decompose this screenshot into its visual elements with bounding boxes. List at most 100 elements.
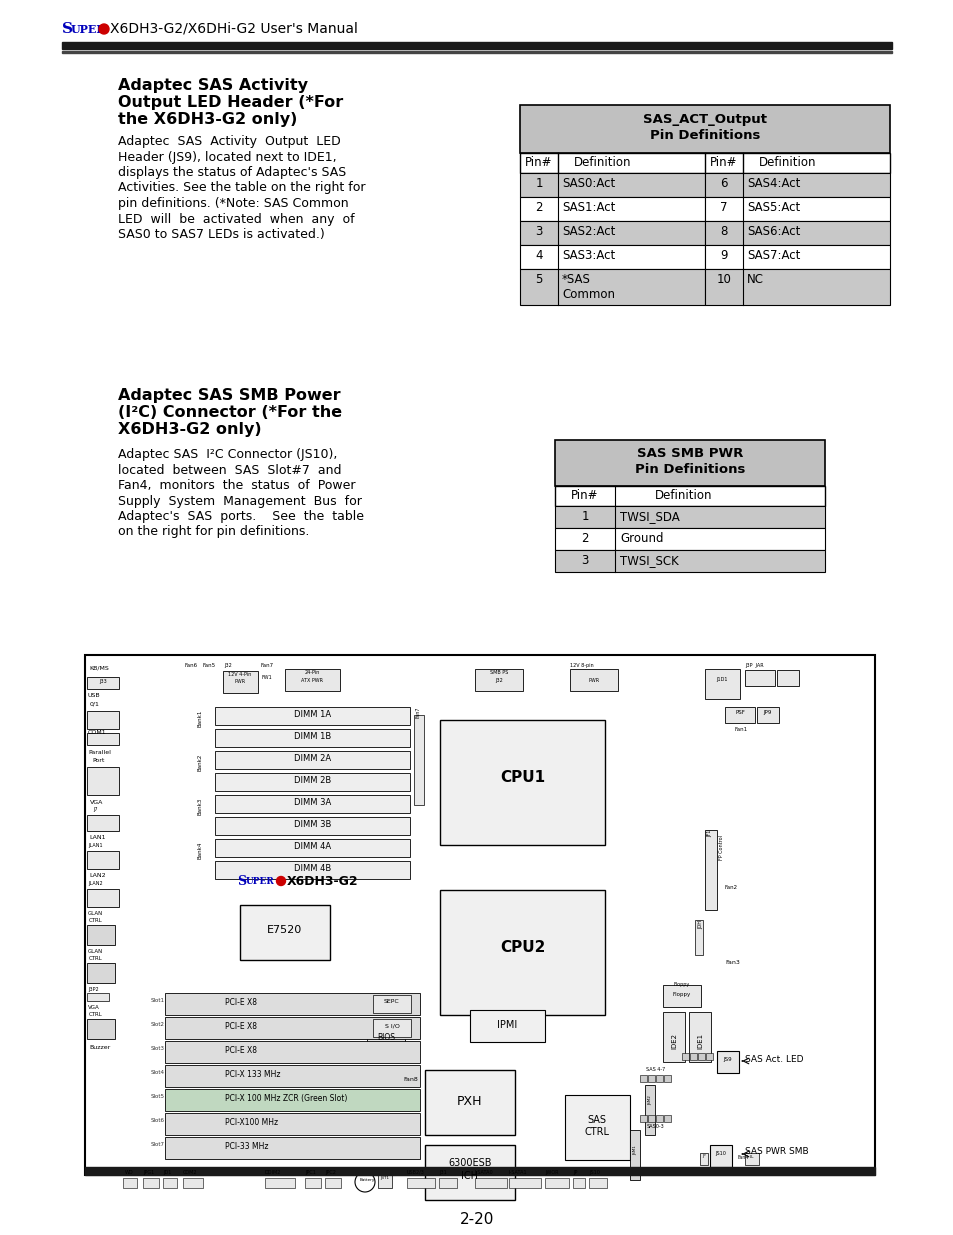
Text: SEPC: SEPC: [384, 999, 399, 1004]
Text: GLAN: GLAN: [88, 911, 103, 916]
Text: Adaptec's  SAS  ports.    See  the  table: Adaptec's SAS ports. See the table: [118, 510, 364, 522]
Text: Adaptec SAS Activity: Adaptec SAS Activity: [118, 78, 308, 93]
Text: Header (JS9), located next to IDE1,: Header (JS9), located next to IDE1,: [118, 151, 336, 163]
Bar: [165, 993, 419, 1015]
Text: 6300ESB: 6300ESB: [448, 1158, 491, 1168]
Text: SAS3:Act: SAS3:Act: [561, 249, 615, 262]
Text: 0/1: 0/1: [90, 701, 100, 706]
Text: I-SATA1: I-SATA1: [509, 1170, 527, 1174]
Text: 2: 2: [580, 532, 588, 545]
Text: JPC1: JPC1: [305, 1170, 315, 1174]
Bar: [644, 1086, 655, 1135]
Text: JLAN2: JLAN2: [88, 881, 103, 885]
Text: X6DH3-G2: X6DH3-G2: [287, 876, 358, 888]
Bar: [414, 715, 423, 805]
Bar: [87, 889, 119, 906]
Bar: [647, 1074, 655, 1082]
Text: J32: J32: [495, 678, 502, 683]
Text: IDE1: IDE1: [697, 1032, 702, 1049]
Text: located  between  SAS  Slot#7  and: located between SAS Slot#7 and: [118, 463, 341, 477]
Text: Floppy: Floppy: [673, 982, 689, 987]
Text: S: S: [62, 22, 73, 36]
Text: FW1: FW1: [262, 676, 273, 680]
Bar: [700, 1153, 707, 1165]
Text: JSM1: JSM1: [633, 1145, 637, 1155]
Text: SAS Act. LED: SAS Act. LED: [744, 1055, 802, 1065]
Text: IPMI: IPMI: [497, 1020, 517, 1030]
Text: CPU1: CPU1: [499, 769, 544, 785]
Text: JD1: JD1: [163, 1170, 172, 1174]
Text: DIMM 1B: DIMM 1B: [294, 732, 331, 741]
Text: 7: 7: [720, 201, 727, 214]
Bar: [87, 963, 115, 983]
Text: Slot7: Slot7: [151, 1142, 165, 1147]
Text: Slot1: Slot1: [151, 998, 165, 1003]
Bar: [656, 1115, 662, 1123]
Bar: [663, 1074, 670, 1082]
Bar: [265, 1178, 294, 1188]
Text: ATX PWR: ATX PWR: [301, 678, 323, 683]
Text: PCI-E X8: PCI-E X8: [225, 1023, 256, 1031]
Bar: [87, 767, 119, 795]
Text: Definition: Definition: [759, 156, 816, 169]
Text: Fan6: Fan6: [185, 663, 198, 668]
Text: (I²C) Connector (*For the: (I²C) Connector (*For the: [118, 405, 342, 420]
Text: Pin Definitions: Pin Definitions: [634, 463, 744, 475]
Text: LL: LL: [749, 1155, 754, 1158]
Bar: [475, 1178, 506, 1188]
Text: Fan2: Fan2: [724, 885, 738, 890]
Text: DIMM 3B: DIMM 3B: [294, 820, 331, 829]
Bar: [424, 1070, 515, 1135]
Bar: [555, 487, 824, 506]
Text: 3: 3: [580, 555, 588, 567]
Text: Bank3: Bank3: [198, 798, 203, 815]
Text: Fan3: Fan3: [724, 960, 740, 965]
Text: pin definitions. (*Note: SAS Common: pin definitions. (*Note: SAS Common: [118, 198, 348, 210]
Text: LED  will  be  activated  when  any  of: LED will be activated when any of: [118, 212, 355, 226]
Bar: [704, 221, 889, 245]
Text: SAS0-3: SAS0-3: [646, 1124, 664, 1129]
Bar: [656, 1074, 662, 1082]
Text: SAS0:Act: SAS0:Act: [561, 177, 615, 190]
Bar: [165, 1016, 419, 1039]
Text: Bank2: Bank2: [198, 753, 203, 771]
Circle shape: [276, 877, 285, 885]
Text: TWSI_SCK: TWSI_SCK: [619, 555, 678, 567]
Text: PCI-X100 MHz: PCI-X100 MHz: [225, 1118, 278, 1128]
Text: KB/MS: KB/MS: [89, 664, 109, 671]
Text: 10: 10: [716, 273, 731, 287]
Text: USB2/3: USB2/3: [407, 1170, 424, 1174]
Bar: [163, 1178, 177, 1188]
Text: DIMM 2B: DIMM 2B: [294, 776, 331, 785]
Text: JLAN1: JLAN1: [88, 844, 103, 848]
Bar: [704, 173, 889, 198]
Bar: [744, 1153, 759, 1165]
Bar: [519, 173, 704, 198]
Text: 2: 2: [535, 201, 542, 214]
Bar: [555, 506, 824, 529]
Text: Bank4: Bank4: [198, 841, 203, 858]
Text: J3P  JAR: J3P JAR: [744, 663, 762, 668]
Bar: [373, 995, 411, 1013]
Text: 1: 1: [535, 177, 542, 190]
Text: SAS2:Act: SAS2:Act: [561, 225, 615, 238]
Bar: [662, 1011, 684, 1062]
Text: JP: JP: [573, 1170, 577, 1174]
Text: GLAN: GLAN: [88, 948, 103, 953]
Bar: [704, 245, 889, 269]
Text: JWOR: JWOR: [544, 1170, 558, 1174]
Text: 6: 6: [720, 177, 727, 190]
Text: Port: Port: [91, 758, 104, 763]
Bar: [689, 1053, 697, 1060]
Bar: [519, 153, 889, 173]
Text: Slot2: Slot2: [151, 1023, 165, 1028]
Bar: [407, 1178, 435, 1188]
Bar: [87, 925, 115, 945]
Text: PCI-X 100 MHz ZCR (Green Slot): PCI-X 100 MHz ZCR (Green Slot): [225, 1094, 347, 1103]
Text: PWR: PWR: [588, 678, 598, 683]
Bar: [698, 1053, 704, 1060]
Text: Adaptec SAS  I²C Connector (JS10),: Adaptec SAS I²C Connector (JS10),: [118, 448, 337, 461]
Text: CTRL: CTRL: [89, 956, 103, 961]
Bar: [509, 1178, 540, 1188]
Bar: [704, 269, 889, 305]
